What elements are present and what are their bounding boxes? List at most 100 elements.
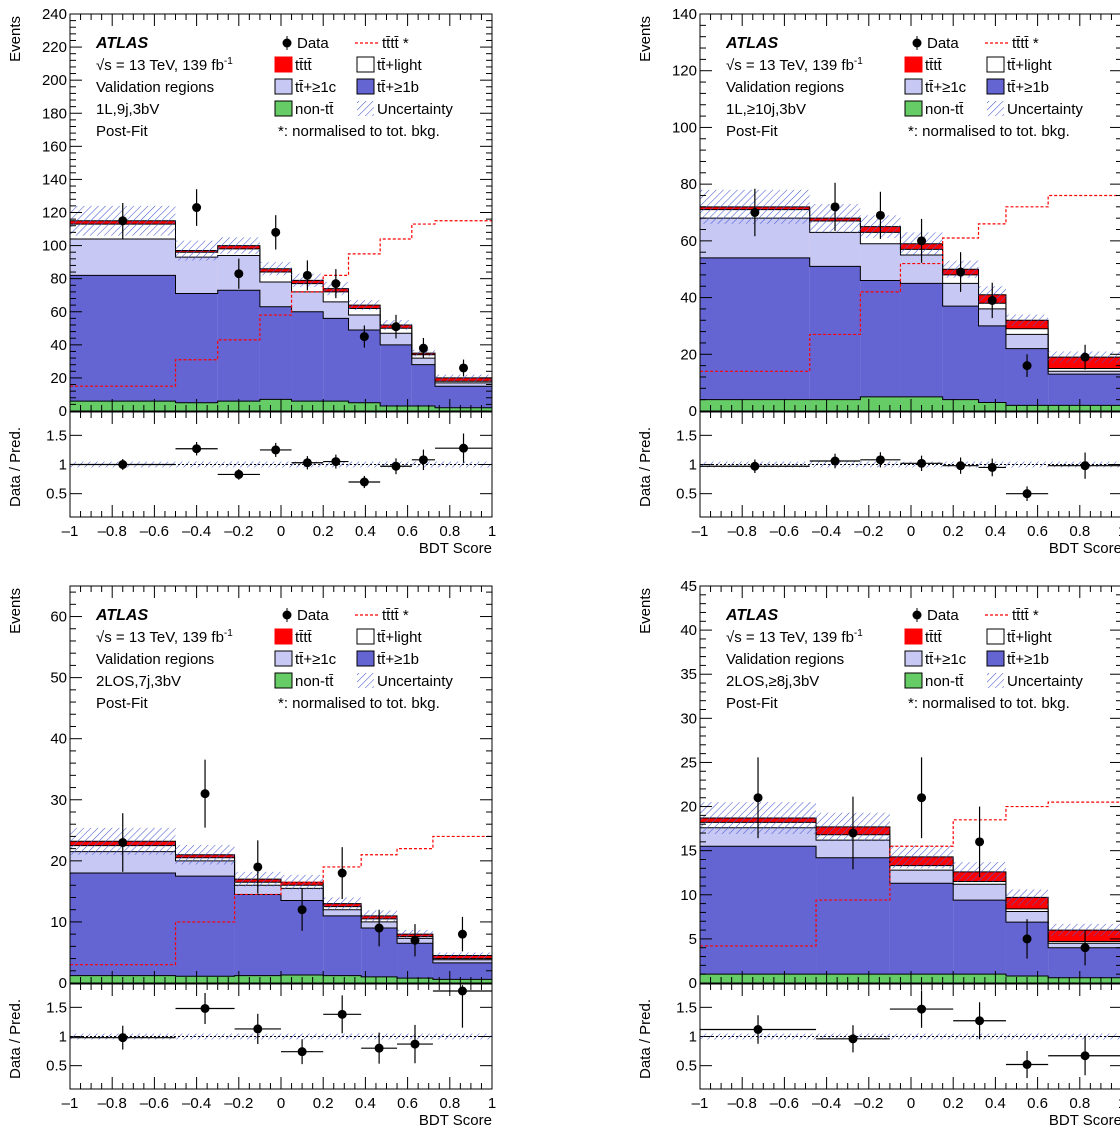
legend-nontt-swatch [275, 101, 292, 116]
x-tick-label: –0.2 [224, 1095, 253, 1112]
region-label: 1L,≥10j,3bV [726, 101, 806, 118]
ratio-point [303, 458, 312, 467]
data-point [876, 211, 885, 220]
legend-tttt-swatch [905, 57, 922, 72]
energy-label: √s = 13 TeV, 139 fb-1 [96, 56, 233, 74]
fit-label: Post-Fit [726, 123, 779, 140]
fit-label: Post-Fit [96, 695, 149, 712]
tt1b-bar [412, 365, 435, 411]
y-tick-label: 0 [59, 975, 67, 992]
y-tick-label: 15 [680, 843, 697, 860]
non-tt-bar [810, 400, 861, 411]
tt1b-bar [890, 883, 953, 983]
legend-uncertainty-label: Uncertainty [377, 101, 453, 118]
legend-uncertainty-label: Uncertainty [1007, 673, 1083, 690]
legend-tt1b-label: tt̄+≥1b [1007, 79, 1049, 96]
x-tick-label: –0.4 [812, 1095, 841, 1112]
ratio-point [410, 1040, 419, 1049]
ratio-group [700, 990, 1120, 1078]
y-tick-label: 100 [672, 119, 697, 136]
legend-tt1b-label: tt̄+≥1b [377, 79, 419, 96]
legend-tttt-norm: tt̄tt̄ * [1012, 35, 1039, 52]
data-point [271, 228, 280, 237]
x-axis-label: BDT Score [1049, 1112, 1120, 1129]
ratio-point [1081, 461, 1090, 470]
region-type-label: Validation regions [726, 651, 844, 668]
tt1b-bar [953, 900, 1006, 983]
ratio-point [298, 1047, 307, 1056]
data-point [391, 322, 400, 331]
data-point [118, 216, 127, 225]
y-tick-label: 40 [50, 337, 67, 354]
x-tick-label: –0.8 [728, 1095, 757, 1112]
legend-tt1c-label: tt̄+≥1c [925, 651, 967, 668]
non-tt-bar [953, 974, 1006, 983]
legend-tt1b-swatch [987, 651, 1004, 666]
tt1b-bar [260, 307, 292, 411]
uncertainty-band [1006, 889, 1048, 905]
stack-group [700, 757, 1120, 983]
y-tick-label: 80 [680, 176, 697, 193]
non-tt-bar [860, 397, 900, 411]
x-tick-label: –0.2 [854, 523, 883, 540]
ratio-point [1023, 1060, 1032, 1069]
x-tick-label: 0.8 [439, 523, 460, 540]
tt1b-bar [235, 894, 281, 983]
ratio-point [876, 455, 885, 464]
legend-tt1b-swatch [357, 651, 374, 666]
legend-tt1c-label: tt̄+≥1c [295, 79, 337, 96]
uncertainty-band [176, 241, 218, 261]
data-point [375, 924, 384, 933]
x-tick-label: –0.8 [728, 523, 757, 540]
x-tick-label: 0.2 [313, 1095, 334, 1112]
ratio-group [70, 434, 492, 489]
x-tick-label: 0.6 [1027, 1095, 1048, 1112]
y-tick-label: 180 [42, 105, 67, 122]
data-point [192, 203, 201, 212]
x-tick-label: 0.4 [985, 523, 1006, 540]
x-tick-label: 0.6 [397, 1095, 418, 1112]
data-point [1081, 353, 1090, 362]
chart-svg-1: 0 20 40 60 80 100 120 140 160 180 200 220 240 0.5 1 1.5… [0, 0, 560, 572]
x-tick-label: –1 [692, 1095, 709, 1112]
y-tick-label: 140 [42, 171, 67, 188]
ratio-point [956, 461, 965, 470]
data-point [234, 269, 243, 278]
y-tick-label: 20 [680, 799, 697, 816]
x-tick-label: 0 [907, 1095, 915, 1112]
ratio-point [201, 1004, 210, 1013]
legend-tt1b-label: tt̄+≥1b [1007, 651, 1049, 668]
stack-group [70, 760, 492, 983]
legend-tttt-label: tt̄tt̄ [925, 57, 943, 74]
ratio-point [917, 459, 926, 468]
legend-ttlight-label: tt̄+light [377, 629, 422, 646]
ratio-y-tick-label: 1.5 [46, 427, 67, 444]
x-tick-label: 0 [907, 523, 915, 540]
ratio-y-tick-label: 0.5 [676, 486, 697, 503]
uncertainty-band [890, 845, 953, 868]
legend-tttt-norm: tt̄tt̄ * [1012, 607, 1039, 624]
data-point [917, 793, 926, 802]
legend-ttlight-label: tt̄+light [1007, 629, 1052, 646]
y-tick-label: 10 [680, 887, 697, 904]
non-tt-bar [235, 976, 281, 983]
y-tick-label: 0 [689, 403, 697, 420]
uncertainty-band [433, 952, 492, 958]
stack-group [70, 189, 492, 411]
legend: Data tt̄tt̄ * tt̄tt̄ tt̄+light tt̄+≥1c tt̄+≥1… [275, 35, 453, 140]
legend-tttt-swatch [905, 629, 922, 644]
legend-tttt-swatch [275, 57, 292, 72]
energy-label: √s = 13 TeV, 139 fb-1 [726, 56, 863, 74]
tt1b-bar [70, 873, 176, 983]
uncertainty-band [281, 875, 323, 890]
data-point [338, 869, 347, 878]
tt1b-bar [176, 876, 235, 983]
legend-nontt-swatch [275, 673, 292, 688]
tt1b-bar [323, 916, 361, 983]
tt1b-bar [292, 312, 324, 411]
y-tick-label: 240 [42, 6, 67, 23]
ratio-point [754, 1025, 763, 1034]
x-tick-label: –1 [62, 523, 79, 540]
data-point [975, 837, 984, 846]
